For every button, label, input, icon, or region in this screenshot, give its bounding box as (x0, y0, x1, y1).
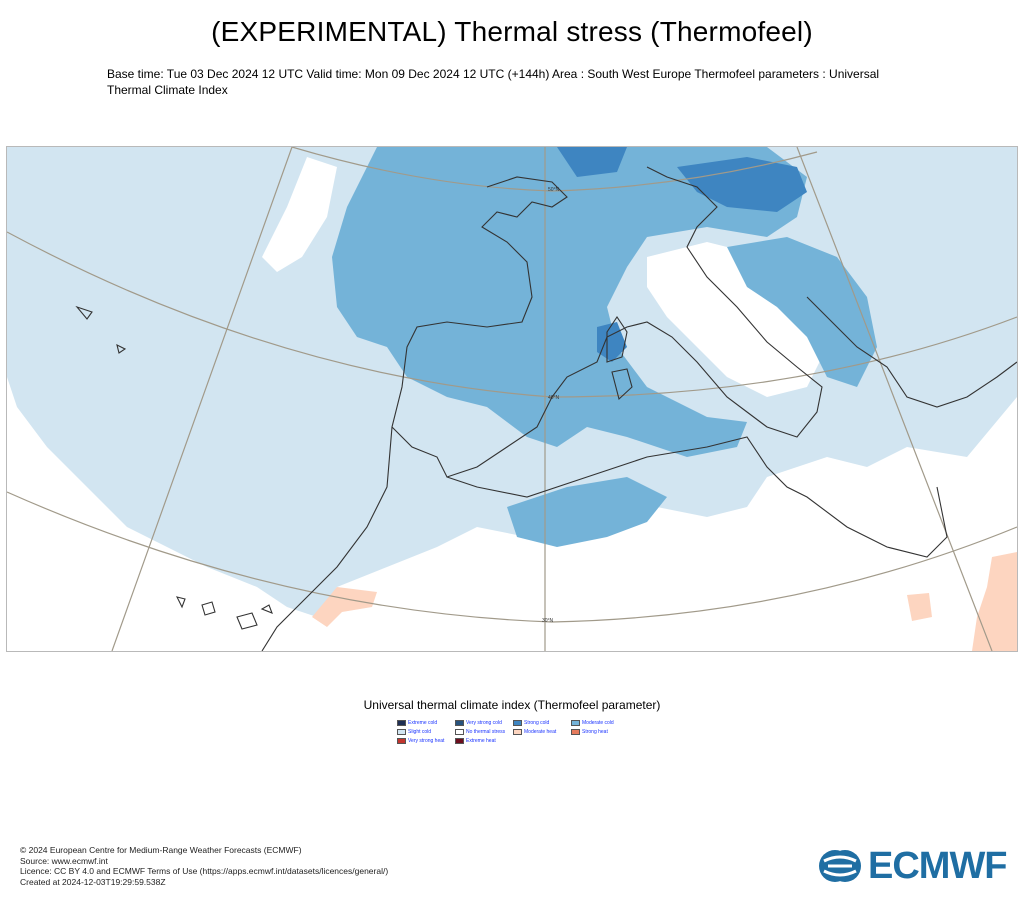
footer-source: Source: www.ecmwf.int (20, 855, 108, 866)
legend-label: Very strong cold (466, 720, 502, 726)
legend-item: Very strong cold (455, 719, 513, 727)
ecmwf-logo: ECMWF (818, 845, 1008, 887)
legend-item: Strong cold (513, 719, 571, 727)
very-strong-cold-corsica (597, 322, 627, 362)
map-subtitle: Base time: Tue 03 Dec 2024 12 UTC Valid … (107, 67, 880, 97)
legend-swatch (571, 720, 580, 726)
no-stress-atlantic-patch (262, 157, 337, 272)
legend-swatch (455, 738, 464, 744)
lat-label-40: 40°N (548, 395, 560, 401)
legend-swatch (571, 729, 580, 735)
strong-cold-zone (332, 147, 807, 457)
moderate-heat-canaries (312, 587, 377, 627)
legend-swatch (397, 738, 406, 744)
map-title: (EXPERIMENTAL) Thermal stress (Thermofee… (211, 16, 813, 47)
coastlines (75, 166, 1017, 651)
legend-label: No thermal stress (466, 729, 506, 735)
legend-item: Extreme cold (397, 719, 455, 727)
legend-label: Moderate heat (524, 729, 557, 735)
legend-label: Strong cold (524, 720, 550, 726)
legend-item: Strong heat (571, 728, 629, 736)
moderate-heat-libya (907, 593, 932, 621)
legend-label: Extreme cold (408, 720, 438, 726)
legend-item: Moderate heat (513, 728, 571, 736)
footer-created: Created at 2024-12-03T19:29:59.538Z (20, 876, 166, 887)
legend: Extreme cold Very strong cold Strong cold M… (397, 719, 637, 745)
map-panel: 50°N 40°N 30°N (6, 146, 1018, 652)
legend-title: Universal thermal climate index (Thermof… (363, 698, 661, 712)
lat-label-30: 30°N (542, 618, 554, 624)
graticule (7, 147, 1017, 651)
legend-item: Moderate cold (571, 719, 629, 727)
legend-label: Moderate cold (582, 720, 614, 726)
legend-swatch (513, 720, 522, 726)
footer-licence: Licence: CC BY 4.0 and ECMWF Terms of Us… (20, 866, 389, 876)
thermal-stress-map: 50°N 40°N 30°N (7, 147, 1017, 651)
legend-label: Extreme heat (466, 738, 496, 744)
very-strong-cold-north (557, 147, 627, 177)
legend-item: Extreme heat (455, 737, 513, 745)
legend-swatch (397, 720, 406, 726)
legend-swatch (455, 729, 464, 735)
legend-item: No thermal stress (455, 728, 513, 736)
ecmwf-logo-text: ECMWF (868, 845, 1008, 887)
legend-swatch (513, 729, 522, 735)
footer: © 2024 European Centre for Medium-Range … (20, 845, 388, 887)
legend-label: Slight cold (408, 729, 432, 735)
legend-label: Very strong heat (408, 738, 445, 744)
strong-cold-balkans (727, 237, 877, 387)
legend-swatch (455, 720, 464, 726)
ecmwf-logo-icon (819, 850, 861, 882)
strong-cold-north-africa (507, 477, 667, 547)
legend-swatch (397, 729, 406, 735)
lat-label-50: 50°N (548, 187, 560, 193)
legend-item: Very strong heat (397, 737, 455, 745)
very-strong-cold-central-europe (677, 157, 807, 212)
legend-item: Slight cold (397, 728, 455, 736)
moderate-heat-egypt (972, 552, 1017, 651)
footer-copyright: © 2024 European Centre for Medium-Range … (20, 845, 302, 855)
legend-label: Strong heat (582, 729, 608, 735)
